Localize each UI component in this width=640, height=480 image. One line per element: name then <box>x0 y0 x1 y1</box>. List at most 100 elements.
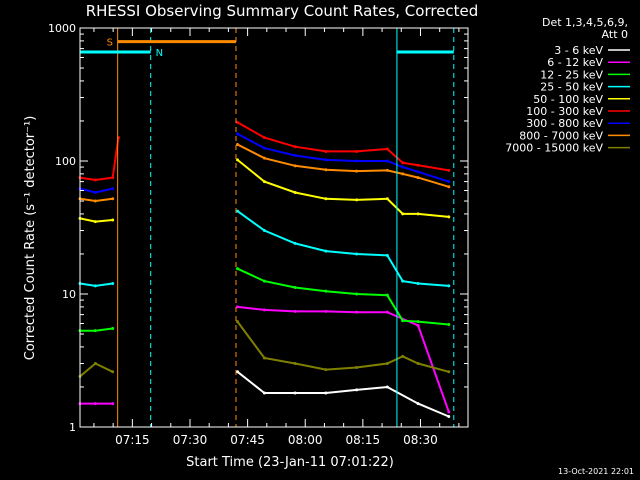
data-point <box>293 391 297 395</box>
data-point <box>385 253 389 257</box>
data-point <box>236 305 240 309</box>
data-point <box>447 414 451 418</box>
data-point <box>111 281 115 285</box>
data-point <box>385 385 389 389</box>
data-point <box>93 329 97 333</box>
data-point <box>293 362 297 366</box>
x-tick-label: 07:45 <box>230 433 265 447</box>
data-point <box>324 391 328 395</box>
legend-entry-label: 7000 - 15000 keV <box>505 142 603 155</box>
data-point <box>385 293 389 297</box>
series-line <box>80 267 449 332</box>
data-point <box>93 190 97 194</box>
data-point <box>262 146 266 150</box>
data-point <box>111 197 115 201</box>
data-point <box>262 136 266 140</box>
data-point <box>355 292 359 296</box>
y-tick-label: 1000 <box>48 22 76 35</box>
data-point <box>355 169 359 173</box>
data-point <box>262 156 266 160</box>
data-point <box>93 362 97 366</box>
plot-frame <box>79 27 469 428</box>
data-point <box>385 362 389 366</box>
data-point <box>111 327 115 331</box>
legend-entry-label: 25 - 50 keV <box>540 81 603 94</box>
data-point <box>385 310 389 314</box>
data-point <box>236 267 240 271</box>
data-point <box>385 168 389 172</box>
legend-header-1: Det 1,3,4,5,6,9, <box>542 16 628 29</box>
data-point <box>447 168 451 172</box>
footer-timestamp: 13-Oct-2021 22:01 <box>558 467 634 476</box>
x-tick-label: 08:30 <box>403 433 438 447</box>
data-point <box>324 289 328 293</box>
chart-title: RHESSI Observing Summary Count Rates, Co… <box>86 2 479 20</box>
data-point <box>324 197 328 201</box>
data-point <box>324 168 328 172</box>
x-tick-label: 08:15 <box>346 433 381 447</box>
y-axis-label: Corrected Count Rate (s⁻¹ detector⁻¹) <box>23 116 38 361</box>
data-point <box>236 143 240 147</box>
data-point <box>111 402 115 406</box>
annotation-label: N <box>156 48 163 59</box>
data-point <box>355 252 359 256</box>
data-point <box>293 164 297 168</box>
data-point <box>111 218 115 222</box>
data-point <box>324 158 328 162</box>
annotation-label: S <box>107 38 113 49</box>
data-point <box>355 149 359 153</box>
x-tick-label: 07:30 <box>173 433 208 447</box>
data-point <box>293 285 297 289</box>
data-point <box>262 180 266 184</box>
data-point <box>262 356 266 360</box>
data-point <box>385 159 389 163</box>
x-tick-label: 07:15 <box>115 433 150 447</box>
data-point <box>111 370 115 374</box>
data-point <box>355 198 359 202</box>
data-point <box>293 145 297 149</box>
y-tick-label: 1 <box>69 421 76 434</box>
legend-entry-label: 12 - 25 keV <box>540 68 603 81</box>
data-point <box>416 362 420 366</box>
series-line <box>79 143 450 203</box>
series-line <box>79 159 449 223</box>
data-point <box>401 161 405 165</box>
data-point <box>236 132 240 136</box>
data-point <box>293 309 297 313</box>
data-point <box>293 190 297 194</box>
data-point <box>324 149 328 153</box>
data-point <box>93 178 97 182</box>
data-point <box>401 172 405 176</box>
data-point <box>401 319 405 323</box>
y-tick-label: 100 <box>55 155 76 168</box>
legend-entry-label: 50 - 100 keV <box>533 93 603 106</box>
data-point <box>355 310 359 314</box>
data-point <box>447 322 451 326</box>
data-point <box>324 309 328 313</box>
data-point <box>293 153 297 157</box>
data-point <box>447 180 451 184</box>
data-point <box>401 212 405 216</box>
data-point <box>385 197 389 201</box>
data-point <box>236 320 240 324</box>
legend-entry-label: 800 - 7000 keV <box>519 129 603 142</box>
data-point <box>416 281 420 285</box>
data-point <box>293 241 297 245</box>
legend-entry-label: 100 - 300 keV <box>526 105 603 118</box>
data-point <box>447 284 451 288</box>
data-point <box>416 320 420 324</box>
data-point <box>401 279 405 283</box>
data-point <box>355 388 359 392</box>
data-point <box>111 187 115 191</box>
legend-entry-label: 300 - 800 keV <box>526 117 603 130</box>
data-point <box>262 279 266 283</box>
legend-entry-label: 6 - 12 keV <box>547 56 603 69</box>
data-point <box>447 185 451 189</box>
data-point <box>262 229 266 233</box>
data-point <box>324 368 328 372</box>
series-line <box>79 210 449 287</box>
x-tick-label: 08:00 <box>288 433 323 447</box>
data-point <box>93 284 97 288</box>
data-point <box>447 370 451 374</box>
